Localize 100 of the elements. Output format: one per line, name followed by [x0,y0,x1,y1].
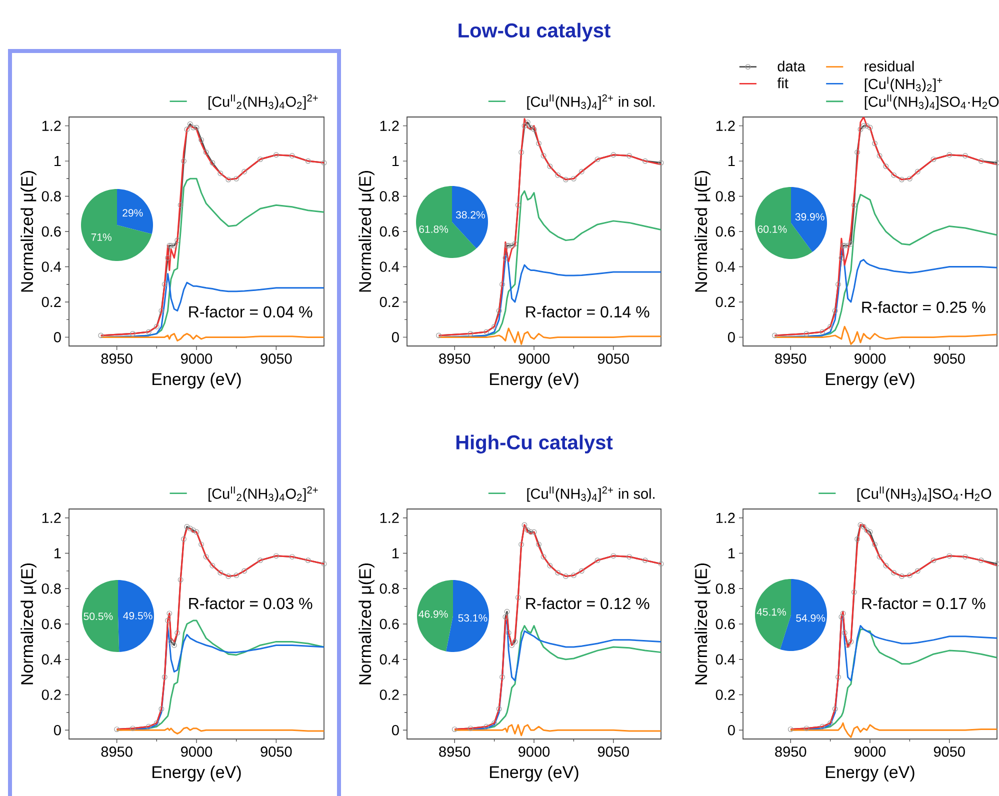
x-axis-title: Energy (eV) [490,372,578,389]
data-label: 46.9% [418,610,448,618]
x-tick-label: 8950 [775,354,806,364]
text: [Cu$^{II}$$_{2}$(NH$_{3}$)$_{4}$O$_{2}$]$^{2+}$ [208,486,318,502]
y-tick-label: 0.2 [42,296,61,308]
y-tick-label: 1.2 [716,120,735,131]
y-tick-label: 1.2 [42,120,61,131]
x-tick-label: 9050 [934,746,965,757]
data-label: 38.2% [456,211,485,219]
y-tick-label: 0.6 [42,226,61,237]
text: [Cu$^{II}$$_{2}$(NH$_{3}$)$_{4}$O$_{2}$]$^{2+}$ [208,94,318,110]
y-tick-label: 0.4 [380,654,400,665]
y-tick-label: 0.8 [42,191,61,202]
y-tick-label: 0.8 [380,583,399,594]
y-tick-label: 1.2 [380,120,399,131]
y-tick-label: 0.4 [380,262,400,272]
legend-label: fit [777,78,788,88]
text: [Cu$^{II}$(NH$_{3}$)$_{4}$]$^{2+}$ in sol. [527,94,654,110]
annotation: R-factor = 0.04 % [189,306,312,318]
y-tick-label: 1 [392,548,399,558]
chart-title: Low-Cu catalyst [458,22,610,42]
x-axis-title: Energy (eV) [152,372,241,389]
y-tick-label: 1.2 [380,512,399,523]
y-tick-label: 0 [54,332,61,342]
y-tick-label: 1.2 [716,512,735,523]
annotation: R-factor = 0.17 % [862,597,986,610]
annotation: R-factor = 0.03 % [189,597,312,610]
data-label: 45.1% [756,608,786,616]
y-tick-label: 0 [54,725,61,736]
y-tick-label: 0.8 [380,191,399,202]
y-tick-label: 0.4 [716,262,736,272]
x-tick-label: 8950 [101,746,132,757]
y-tick-label: 1.2 [42,512,61,523]
y-axis-title: Normalized μ(E) [20,564,36,684]
y-tick-label: 0.6 [42,618,61,630]
y-tick-label: 0.2 [380,690,399,700]
y-tick-label: 0.4 [42,262,62,272]
legend-label: [Cu$^{I}$(NH$_{3}$)$_{2}$]$^{+}$ [864,76,942,92]
y-tick-label: 0.2 [716,690,735,700]
data-label: 60.1% [758,225,787,233]
y-tick-label: 0.8 [42,583,61,594]
x-tick-label: 9050 [260,354,292,364]
y-tick-label: 1 [728,156,735,166]
x-tick-label: 9050 [934,354,965,364]
annotation: R-factor = 0.14 % [526,306,650,318]
data-label: 61.8% [419,225,448,233]
legend-label: data [778,60,806,72]
x-tick-label: 9050 [598,746,629,757]
chart-title: High-Cu catalyst [456,434,613,454]
x-axis-title: Energy (eV) [826,766,914,782]
y-axis-title: Normalized μ(E) [694,564,710,684]
legend-label: residual [864,60,914,72]
x-tick-label: 9000 [518,746,550,757]
y-tick-label: 1 [728,548,735,558]
y-tick-label: 1 [54,156,61,166]
y-tick-label: 0.2 [716,296,735,308]
data-label: 39.9% [795,213,824,221]
y-tick-label: 0.2 [42,690,61,700]
x-axis-title: Energy (eV) [826,372,914,389]
y-tick-label: 0.8 [716,191,735,202]
y-tick-label: 0.6 [716,226,735,237]
y-tick-label: 0 [392,725,399,736]
x-tick-label: 8950 [439,746,470,757]
data-label: 29% [122,209,143,217]
y-tick-label: 0.2 [380,296,399,308]
x-tick-label: 9000 [181,354,212,364]
y-tick-label: 0 [392,332,399,342]
y-tick-label: 0.8 [716,583,735,594]
y-tick-label: 0 [728,725,735,736]
y-tick-label: 0.4 [42,654,62,665]
y-axis-title: Normalized μ(E) [694,171,710,292]
x-tick-label: 9000 [854,354,886,364]
x-tick-label: 9050 [598,354,629,364]
data-label: 54.9% [796,614,826,622]
annotation: R-factor = 0.25 % [862,301,986,313]
x-tick-label: 9000 [181,746,212,757]
text: [Cu$^{II}$(NH$_{3}$)$_{4}$]SO$_{4}$·H$_{2}$O [864,94,999,110]
text: [Cu$^{II}$(NH$_{3}$)$_{4}$]SO$_{4}$·H$_{2}$O [857,486,992,502]
y-tick-label: 1 [392,156,399,166]
data-label: 50.5% [84,612,113,620]
x-tick-label: 8950 [101,354,132,364]
x-tick-label: 9050 [260,746,292,757]
x-axis-title: Energy (eV) [490,766,578,782]
x-tick-label: 9000 [854,746,886,757]
annotation: R-factor = 0.12 % [526,597,650,610]
y-tick-label: 0.6 [380,226,399,237]
text: [Cu$^{II}$(NH$_{3}$)$_{4}$]$^{2+}$ in sol. [527,486,654,502]
x-tick-label: 9000 [518,354,550,364]
x-axis-title: Energy (eV) [152,766,241,782]
y-axis-title: Normalized μ(E) [358,564,374,684]
y-tick-label: 1 [54,548,61,558]
y-axis-title: Normalized μ(E) [20,171,36,292]
y-tick-label: 0.6 [380,618,399,630]
y-tick-label: 0 [728,332,735,342]
y-axis-title: Normalized μ(E) [358,171,374,292]
x-tick-label: 8950 [439,354,470,364]
data-label: 71% [91,233,112,241]
y-tick-label: 0.6 [716,618,735,630]
y-tick-label: 0.4 [716,654,736,665]
x-tick-label: 8950 [775,746,806,757]
